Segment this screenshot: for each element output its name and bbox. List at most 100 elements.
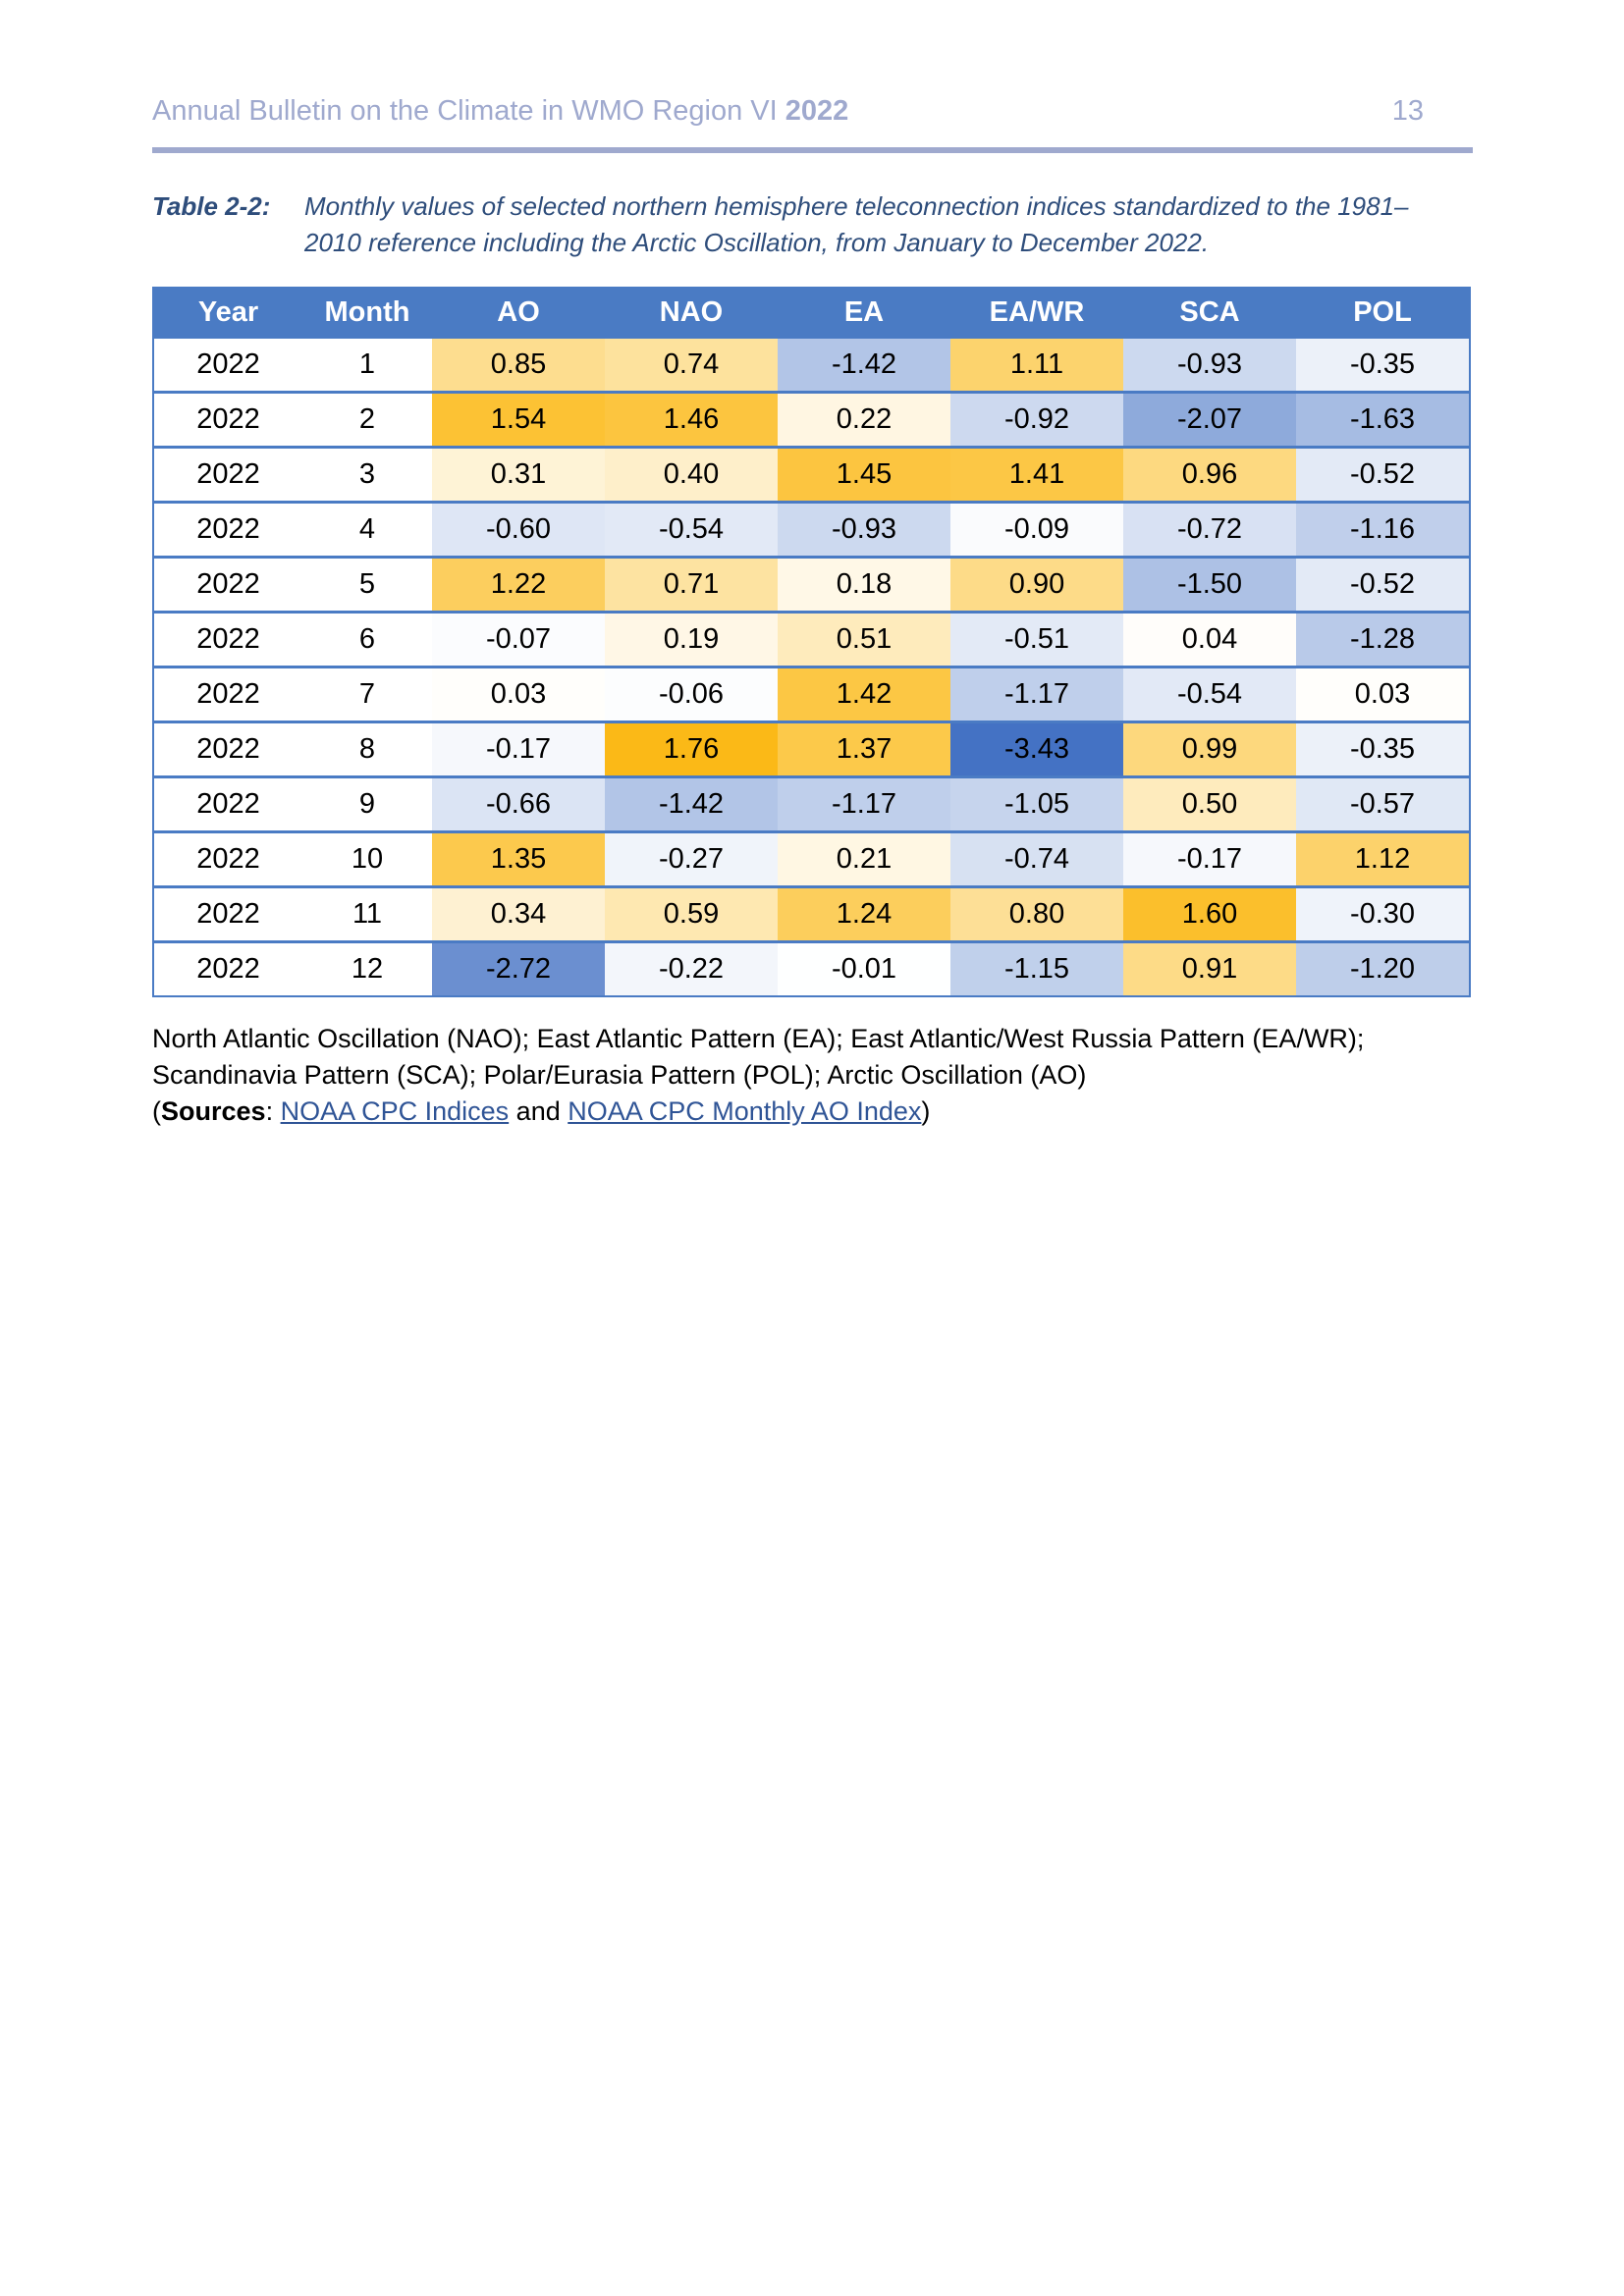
cell-ao: 0.03: [432, 668, 605, 721]
cell-nao: -0.22: [605, 943, 778, 995]
cell-month: 1: [358, 348, 376, 380]
table-row-month-10: 2022 10 1.35 -0.27 0.21 -0.74 -0.17 1.12: [154, 830, 1469, 885]
table-row-month-2: 2022 2 1.54 1.46 0.22 -0.92 -2.07 -1.63: [154, 391, 1469, 446]
cell-ao: -0.60: [432, 504, 605, 556]
running-header-title: Annual Bulletin on the Climate in WMO Re…: [152, 94, 848, 128]
table-row-month-1: 2022 1 0.85 0.74 -1.42 1.11 -0.93 -0.35: [154, 336, 1469, 391]
cell-pol: -1.20: [1296, 943, 1469, 995]
cell-pol: -0.35: [1296, 723, 1469, 775]
column-header-month: Month: [324, 295, 410, 328]
cell-ao: -0.17: [432, 723, 605, 775]
sources-conjunction: and: [509, 1096, 568, 1126]
cell-year: 2022: [196, 953, 260, 985]
bulletin-title-text: Annual Bulletin on the Climate in WMO Re…: [152, 95, 778, 127]
cell-year: 2022: [196, 623, 260, 655]
cell-sca: 1.60: [1123, 888, 1296, 940]
cell-month: 4: [358, 513, 376, 545]
cell-nao: 1.76: [605, 723, 778, 775]
table-row-month-5: 2022 5 1.22 0.71 0.18 0.90 -1.50 -0.52: [154, 556, 1469, 611]
cell-year: 2022: [196, 898, 260, 930]
footnote: North Atlantic Oscillation (NAO); East A…: [152, 1021, 1473, 1130]
cell-month: 2: [358, 403, 376, 435]
cell-pol: -0.57: [1296, 778, 1469, 830]
cell-ea: -1.42: [778, 339, 950, 391]
cell-month: 12: [351, 953, 384, 985]
cell-month: 11: [352, 898, 383, 930]
cell-nao: -0.54: [605, 504, 778, 556]
header-rule: [152, 147, 1473, 153]
cell-pol: -1.28: [1296, 614, 1469, 666]
cell-ea: 0.18: [778, 559, 950, 611]
cell-sca: 0.96: [1123, 449, 1296, 501]
cell-month: 9: [358, 788, 376, 820]
cell-month: 3: [358, 458, 376, 490]
cell-ao: -0.07: [432, 614, 605, 666]
cell-ea-wr: -1.15: [950, 943, 1123, 995]
cell-sca: 0.91: [1123, 943, 1296, 995]
table-row-month-11: 2022 11 0.34 0.59 1.24 0.80 1.60 -0.30: [154, 885, 1469, 940]
cell-sca: 0.50: [1123, 778, 1296, 830]
cell-sca: -1.50: [1123, 559, 1296, 611]
cell-pol: 0.03: [1296, 668, 1469, 721]
cell-nao: 0.71: [605, 559, 778, 611]
cell-ea: -1.17: [778, 778, 950, 830]
cell-nao: -0.06: [605, 668, 778, 721]
column-header-nao: NAO: [659, 295, 724, 328]
column-header-ea: EA: [843, 295, 885, 328]
cell-sca: -0.72: [1123, 504, 1296, 556]
table-row-month-6: 2022 6 -0.07 0.19 0.51 -0.51 0.04 -1.28: [154, 611, 1469, 666]
sources-separator: :: [265, 1096, 281, 1126]
cell-nao: 0.59: [605, 888, 778, 940]
cell-ea-wr: 1.41: [950, 449, 1123, 501]
caption-label: Table 2-2:: [152, 191, 271, 221]
link-noaa-cpc-indices[interactable]: NOAA CPC Indices: [280, 1096, 510, 1126]
table-header-row: Year Month AO NAO EA EA/WR SCA POL: [154, 289, 1469, 336]
cell-ea: -0.93: [778, 504, 950, 556]
cell-ea-wr: -0.74: [950, 833, 1123, 885]
cell-month: 5: [358, 568, 376, 600]
cell-year: 2022: [196, 348, 260, 380]
cell-nao: 0.74: [605, 339, 778, 391]
cell-ea-wr: -1.05: [950, 778, 1123, 830]
cell-pol: -0.52: [1296, 559, 1469, 611]
cell-year: 2022: [196, 403, 260, 435]
cell-ao: 0.31: [432, 449, 605, 501]
cell-month: 8: [358, 733, 376, 765]
cell-ea: 0.21: [778, 833, 950, 885]
cell-ao: 1.22: [432, 559, 605, 611]
cell-year: 2022: [196, 678, 260, 710]
sources-close-paren: ): [921, 1096, 931, 1126]
cell-ea: 1.42: [778, 668, 950, 721]
cell-sca: -0.93: [1123, 339, 1296, 391]
column-header-ea-wr: EA/WR: [989, 295, 1085, 328]
cell-pol: -0.30: [1296, 888, 1469, 940]
cell-ea: 1.37: [778, 723, 950, 775]
cell-ea-wr: 1.11: [950, 339, 1123, 391]
cell-nao: 1.46: [605, 394, 778, 446]
column-header-pol: POL: [1353, 295, 1412, 328]
cell-year: 2022: [196, 568, 260, 600]
cell-ea: 1.24: [778, 888, 950, 940]
cell-sca: 0.99: [1123, 723, 1296, 775]
cell-sca: -0.17: [1123, 833, 1296, 885]
cell-sca: 0.04: [1123, 614, 1296, 666]
page-content: Annual Bulletin on the Climate in WMO Re…: [152, 0, 1473, 1130]
teleconnection-table: Year Month AO NAO EA EA/WR SCA POL 2022 1 0.85 0.74…: [152, 287, 1471, 997]
cell-month: 6: [358, 623, 376, 655]
cell-ea: 1.45: [778, 449, 950, 501]
cell-ea-wr: -0.09: [950, 504, 1123, 556]
cell-ea-wr: -0.92: [950, 394, 1123, 446]
cell-pol: -1.63: [1296, 394, 1469, 446]
cell-month: 7: [358, 678, 376, 710]
column-header-sca: SCA: [1179, 295, 1240, 328]
cell-ea: 0.22: [778, 394, 950, 446]
cell-ea-wr: 0.90: [950, 559, 1123, 611]
footnote-sources-line: (Sources: NOAA CPC Indices and NOAA CPC …: [152, 1094, 1473, 1130]
column-header-ao: AO: [497, 295, 540, 328]
cell-ao: -0.66: [432, 778, 605, 830]
link-noaa-cpc-monthly-ao-index[interactable]: NOAA CPC Monthly AO Index: [568, 1096, 922, 1126]
table-row-month-7: 2022 7 0.03 -0.06 1.42 -1.17 -0.54 0.03: [154, 666, 1469, 721]
cell-ao: 0.34: [432, 888, 605, 940]
table-row-month-8: 2022 8 -0.17 1.76 1.37 -3.43 0.99 -0.35: [154, 721, 1469, 775]
cell-ea: 0.51: [778, 614, 950, 666]
